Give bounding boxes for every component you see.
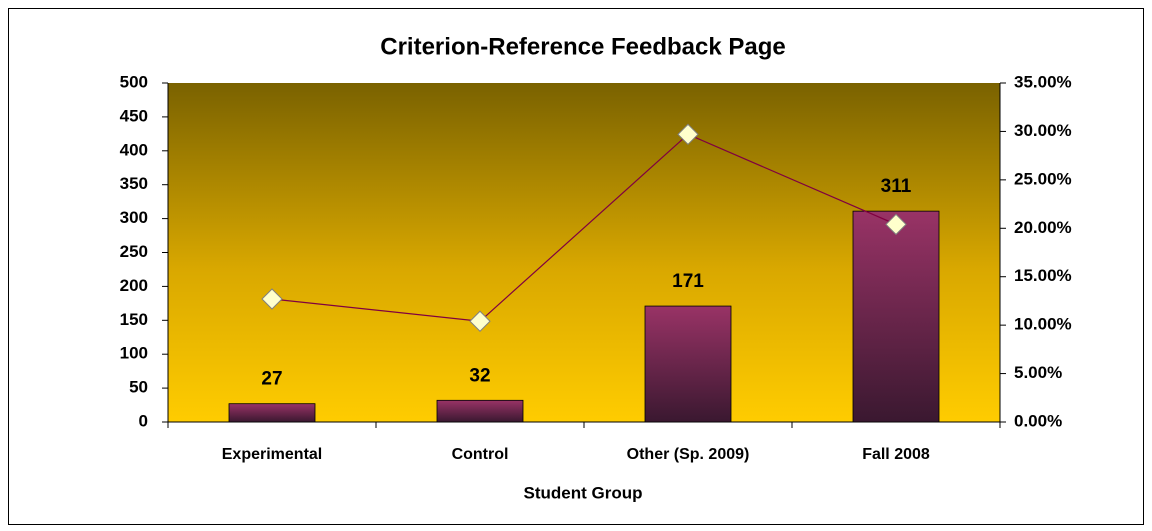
line (271, 133, 897, 322)
x-axis-title: Student Group (524, 483, 643, 502)
y2-tick-label: 20.00% (1014, 218, 1072, 237)
y-tick-label: 250 (120, 242, 148, 261)
y-tick-label: 300 (120, 208, 148, 227)
line-marker (677, 123, 699, 146)
bar (228, 403, 316, 423)
y-tick-label: 150 (120, 310, 148, 329)
data-label: 311 (881, 176, 912, 197)
y-tick-label: 500 (120, 72, 148, 91)
y2-tick-label: 35.00% (1014, 72, 1072, 91)
x-tick-label: Control (452, 446, 509, 463)
y-tick-label: 450 (120, 106, 148, 125)
y2-tick-label: 5.00% (1014, 363, 1062, 382)
y-tick-label: 350 (120, 174, 148, 193)
line-marker (885, 213, 907, 236)
y-tick-label: 100 (120, 344, 148, 363)
y-tick-label: 50 (129, 378, 148, 397)
data-label: 171 (672, 271, 704, 292)
y2-tick-label: 10.00% (1014, 315, 1072, 334)
chart-title: Criterion-Reference Feedback Page (380, 33, 785, 60)
y2-tick-label: 25.00% (1014, 169, 1072, 188)
data-label: 32 (469, 365, 490, 386)
y-tick-label: 400 (120, 140, 148, 159)
x-tick-label: Experimental (222, 446, 322, 463)
y2-tick-label: 0.00% (1014, 411, 1062, 430)
y2-tick-label: 15.00% (1014, 266, 1072, 285)
bar (436, 399, 524, 423)
line-marker (261, 288, 283, 310)
x-tick-label: Fall 2008 (862, 446, 930, 463)
y-tick-label: 200 (120, 276, 148, 295)
data-label: 27 (261, 369, 282, 390)
line-marker (469, 310, 491, 332)
x-tick-label: Other (Sp. 2009) (627, 446, 750, 463)
y2-tick-label: 30.00% (1014, 121, 1072, 140)
y-tick-label: 0 (139, 411, 148, 430)
bar (644, 305, 732, 423)
bar (852, 210, 940, 423)
